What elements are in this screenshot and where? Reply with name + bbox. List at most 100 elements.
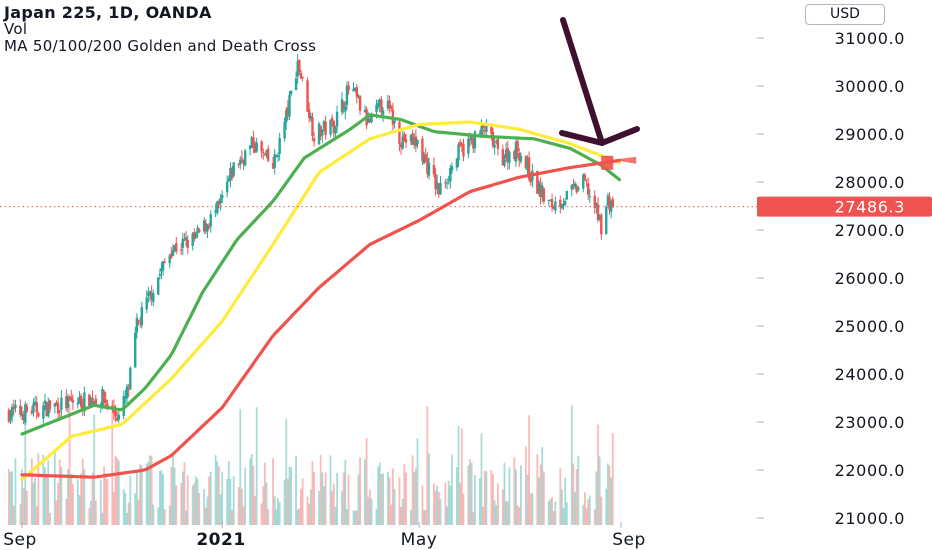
candle-body [449, 168, 452, 182]
candle-body [240, 157, 244, 159]
volume-bar [139, 464, 142, 525]
candle-body [124, 396, 127, 398]
candle-body [570, 185, 573, 190]
volume-bar [513, 457, 516, 525]
volume-bar [45, 475, 48, 525]
candle-body [552, 206, 555, 209]
candle-body [611, 199, 614, 207]
candle-body [472, 138, 475, 149]
candle-body [398, 121, 401, 144]
candle-body [541, 185, 544, 198]
candle-body [427, 163, 431, 176]
volume-bar [160, 470, 163, 525]
ma-indicator-label[interactable]: MA 50/100/200 Golden and Death Cross [4, 37, 317, 55]
volume-bar [204, 507, 207, 525]
volume-bar [583, 492, 586, 525]
volume-bar [152, 504, 155, 525]
candle-body [508, 151, 511, 164]
volume-bar [588, 495, 591, 525]
volume-bar [405, 472, 407, 525]
candle-body [276, 155, 280, 158]
volume-bar [55, 500, 58, 525]
volume-bar [341, 490, 343, 525]
candle-body [47, 402, 50, 417]
volume-bar [574, 492, 576, 525]
candle-body [94, 398, 98, 406]
candle-body [355, 87, 358, 97]
candle-body [81, 405, 84, 409]
volume-bar [147, 461, 150, 525]
volume-bar [149, 455, 151, 525]
volume-bar [388, 477, 391, 525]
candle-body [503, 159, 506, 166]
volume-bar [539, 464, 542, 525]
volume-bar [398, 477, 401, 525]
volume-bar [585, 508, 588, 525]
candle-body [595, 203, 598, 206]
volume-bar [416, 438, 419, 525]
volume-bar [203, 489, 206, 525]
candle-body [76, 402, 79, 405]
x-tick-label: Sep [3, 530, 37, 550]
volume-bar [30, 458, 33, 525]
volume-bar [367, 496, 370, 525]
volume-bar [424, 509, 427, 525]
volume-bar [242, 506, 245, 525]
volume-bar [191, 485, 194, 525]
volume-bar [260, 503, 263, 525]
volume-bar [44, 467, 46, 525]
volume-bar [492, 474, 494, 525]
currency-button[interactable]: USD [805, 4, 885, 25]
volume-bar [329, 455, 332, 525]
candle-body [91, 398, 94, 405]
volume-bar [474, 474, 476, 525]
candle-body [221, 195, 224, 199]
candle-body [60, 397, 63, 410]
candle-body [78, 396, 81, 404]
candle-body [243, 150, 247, 166]
x-tick-label: Sep [612, 530, 646, 550]
candle-body [334, 126, 337, 134]
volume-bar [250, 454, 253, 525]
volume-bar [319, 454, 322, 525]
candle-body [66, 396, 70, 408]
x-tick-label: May [401, 530, 438, 550]
candle-body [586, 183, 590, 195]
candle-body [550, 199, 554, 208]
time-axis[interactable]: Sep 2021 May Sep [3, 522, 646, 550]
candle-body [393, 120, 396, 123]
volume-bar [528, 415, 530, 525]
candle-body [135, 317, 139, 333]
candle-body [33, 401, 37, 404]
candle-body [565, 190, 569, 200]
candle-body [450, 166, 454, 171]
candle-body [478, 132, 482, 134]
volume-bar [378, 462, 381, 525]
death-cross-highlight [612, 156, 637, 164]
volume-bar [37, 453, 40, 525]
volume-bar [444, 482, 447, 525]
candle-body [163, 261, 166, 263]
current-price-badge-text: 27486.3 [835, 198, 905, 217]
candle-body [101, 388, 104, 407]
candle-body [321, 129, 324, 136]
volume-indicator-label[interactable]: Vol [4, 20, 28, 38]
y-tick-label: 30000.0 [835, 77, 905, 96]
candle-body [7, 409, 11, 422]
candle-body [593, 195, 596, 208]
candle-body [319, 126, 322, 137]
volume-bar [423, 510, 425, 525]
price-axis[interactable]: 21000.0 22000.0 23000.0 24000.0 25000.0 26000… [757, 29, 905, 528]
volume-bar [296, 509, 299, 525]
volume-bar [193, 483, 196, 525]
candle-body [467, 138, 470, 154]
volume-bar [249, 458, 252, 525]
volume-bar [508, 467, 511, 525]
volume-bar [267, 508, 270, 525]
candle-body [161, 261, 165, 270]
candle-body [12, 406, 15, 410]
volume-bar [336, 472, 338, 525]
candle-body [170, 253, 173, 259]
symbol-title[interactable]: Japan 225, 1D, OANDA [4, 3, 212, 22]
